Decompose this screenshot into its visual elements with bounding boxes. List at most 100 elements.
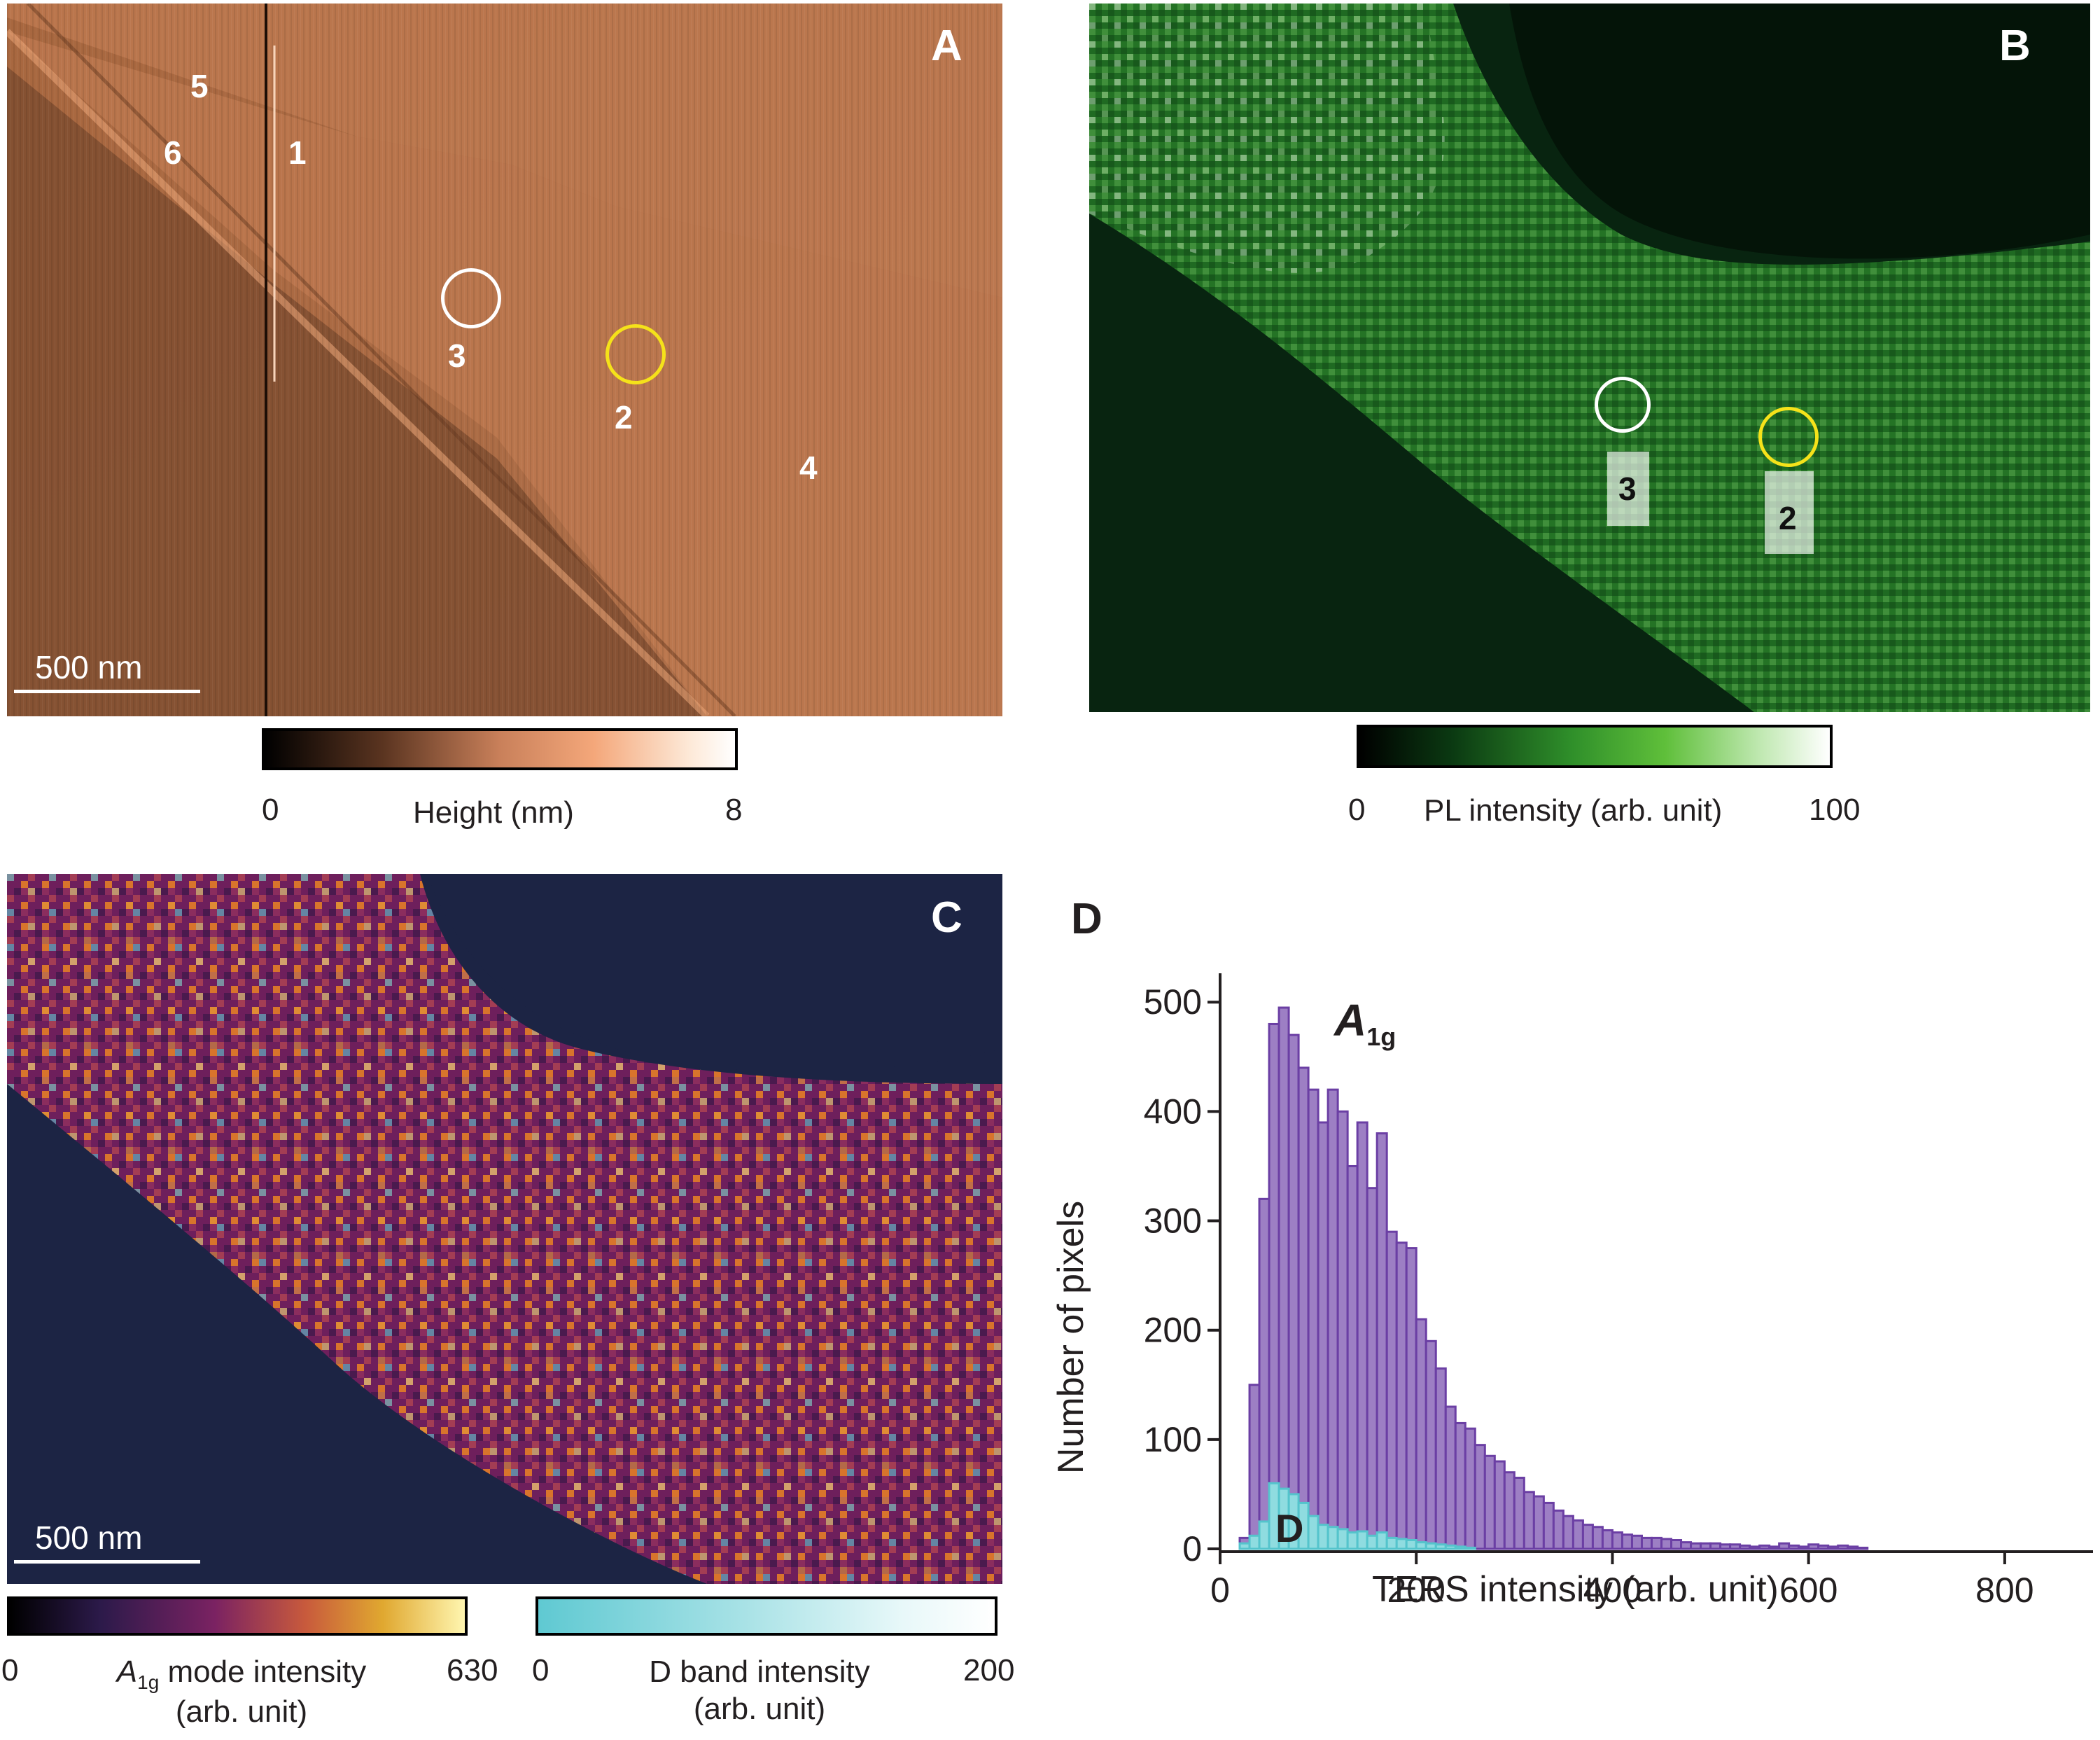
panel-b-pl-map: 3 2 B [1089, 4, 2090, 712]
colorbar-d-band [536, 1596, 997, 1636]
bar-a1g-580 [1788, 1544, 1800, 1550]
scale-bar-c [14, 1560, 200, 1564]
bar-a1g-430 [1640, 1536, 1653, 1550]
bar-a1g-540 [1749, 1545, 1761, 1550]
bar-d-220 [1434, 1543, 1447, 1550]
histogram-x-label: TERS intensity (arb. unit) [1372, 1569, 1779, 1610]
histogram-chart: 0 100 200 300 400 500 0 200 400 600 800 [1144, 973, 2093, 1610]
bar-a1g-340 [1552, 1509, 1564, 1550]
colorbar-a1g-min: 0 [1, 1653, 19, 1687]
bar-d-250 [1464, 1546, 1476, 1550]
x-tick-label-800: 800 [1975, 1571, 2033, 1610]
bar-d-200 [1415, 1541, 1427, 1550]
bar-a1g-500 [1709, 1542, 1722, 1550]
bar-a1g-400 [1611, 1531, 1623, 1550]
bar-a1g-60 [1278, 1006, 1290, 1550]
ters-map-image [7, 874, 1002, 1584]
colorbar-height-max: 8 [725, 793, 743, 827]
bar-a1g-30 [1248, 1384, 1261, 1550]
histogram-axes: 0 100 200 300 400 500 0 200 400 600 800 [1144, 973, 2093, 1610]
series-d-bars [1238, 1482, 1476, 1550]
bar-a1g-630 [1837, 1544, 1849, 1550]
bar-a1g-480 [1690, 1542, 1702, 1550]
colorbar-d-label: D band intensity (arb. unit) [602, 1654, 917, 1728]
bar-a1g-390 [1601, 1529, 1614, 1550]
bar-a1g-490 [1700, 1542, 1712, 1550]
bar-a1g-460 [1670, 1539, 1683, 1550]
bar-a1g-90 [1307, 1088, 1320, 1550]
bar-a1g-330 [1542, 1501, 1555, 1550]
site-label-6: 6 [164, 134, 182, 171]
colorbar-pl-max: 100 [1809, 793, 1861, 827]
x-tick-label-600: 600 [1779, 1571, 1837, 1610]
series-label-a1g-main: A [1334, 995, 1367, 1045]
series-label-a1g: A1g [1334, 994, 1396, 1052]
bar-a1g-530 [1739, 1544, 1751, 1550]
height-map-image [7, 4, 1002, 716]
bar-a1g-280 [1493, 1460, 1506, 1550]
histogram-y-label: Number of pixels [1051, 1200, 1091, 1475]
series-label-d: D [1275, 1506, 1304, 1550]
colorbar-d-label-line2: (arb. unit) [693, 1691, 826, 1726]
bar-a1g-260 [1474, 1444, 1486, 1550]
colorbar-height-label: Height (nm) [413, 795, 574, 830]
bar-a1g-230 [1444, 1405, 1457, 1550]
bar-a1g-40 [1258, 1197, 1270, 1550]
colorbar-a1g-label-main: A [116, 1655, 138, 1689]
scale-bar-c-label: 500 nm [35, 1519, 143, 1556]
bar-a1g-510 [1719, 1543, 1732, 1550]
bar-a1g-450 [1660, 1538, 1673, 1550]
colorbar-pl-min: 0 [1348, 793, 1366, 827]
colorbar-pl-label: PL intensity (arb. unit) [1424, 793, 1723, 828]
scale-bar-a [14, 690, 200, 693]
bar-a1g-640 [1847, 1545, 1859, 1550]
bar-d-170 [1385, 1536, 1398, 1550]
colorbar-a1g [7, 1596, 468, 1636]
bar-a1g-140 [1356, 1121, 1368, 1550]
bar-d-140 [1356, 1530, 1368, 1550]
colorbar-d-label-main: D band intensity [649, 1655, 870, 1689]
bar-d-210 [1424, 1542, 1437, 1550]
bar-d-40 [1258, 1520, 1270, 1550]
panel-letter-d: D [1071, 895, 1102, 943]
marker-circle-yellow-b [1758, 407, 1819, 467]
y-tick-label-100: 100 [1144, 1420, 1202, 1459]
bar-a1g-160 [1376, 1132, 1388, 1550]
bar-d-100 [1317, 1524, 1329, 1550]
colorbar-d-min: 0 [532, 1653, 550, 1687]
x-tick-label-400: 400 [1583, 1571, 1642, 1610]
y-tick-label-300: 300 [1144, 1202, 1202, 1241]
bar-a1g-200 [1415, 1318, 1427, 1550]
label-box-3 [1607, 452, 1649, 526]
colorbar-a1g-label: A1g mode intensity (arb. unit) [84, 1654, 399, 1731]
y-tick-label-200: 200 [1144, 1311, 1202, 1350]
bar-d-240 [1454, 1545, 1466, 1550]
y-tick-label-500: 500 [1144, 982, 1202, 1022]
colorbar-height-min: 0 [262, 793, 279, 827]
colorbar-a1g-label-line2: (arb. unit) [175, 1694, 308, 1729]
panel-letter-c: C [931, 893, 962, 942]
label-box-2 [1765, 471, 1814, 554]
bar-a1g-470 [1680, 1541, 1693, 1550]
bar-a1g-290 [1503, 1471, 1516, 1550]
bar-a1g-250 [1464, 1427, 1476, 1550]
bar-a1g-210 [1424, 1339, 1437, 1550]
marker-circle-yellow [606, 324, 666, 384]
bar-a1g-410 [1620, 1533, 1633, 1550]
bar-a1g-370 [1581, 1524, 1594, 1550]
bar-a1g-560 [1768, 1545, 1781, 1550]
bar-d-20 [1238, 1542, 1251, 1550]
site-label-4: 4 [799, 450, 818, 486]
bar-d-30 [1248, 1534, 1261, 1550]
bar-d-160 [1376, 1531, 1388, 1550]
panel-a-height-map: 5 6 1 3 2 4 A 500 nm [7, 4, 1002, 716]
site-label-5: 5 [190, 68, 209, 104]
bar-a1g-380 [1591, 1526, 1604, 1550]
colorbar-a1g-max: 630 [447, 1653, 498, 1687]
bar-a1g-550 [1758, 1544, 1771, 1550]
bar-a1g-520 [1729, 1543, 1742, 1550]
panel-letter-a: A [931, 22, 962, 70]
bar-a1g-70 [1287, 1033, 1300, 1550]
bar-a1g-100 [1317, 1121, 1329, 1550]
bar-d-110 [1326, 1526, 1339, 1550]
